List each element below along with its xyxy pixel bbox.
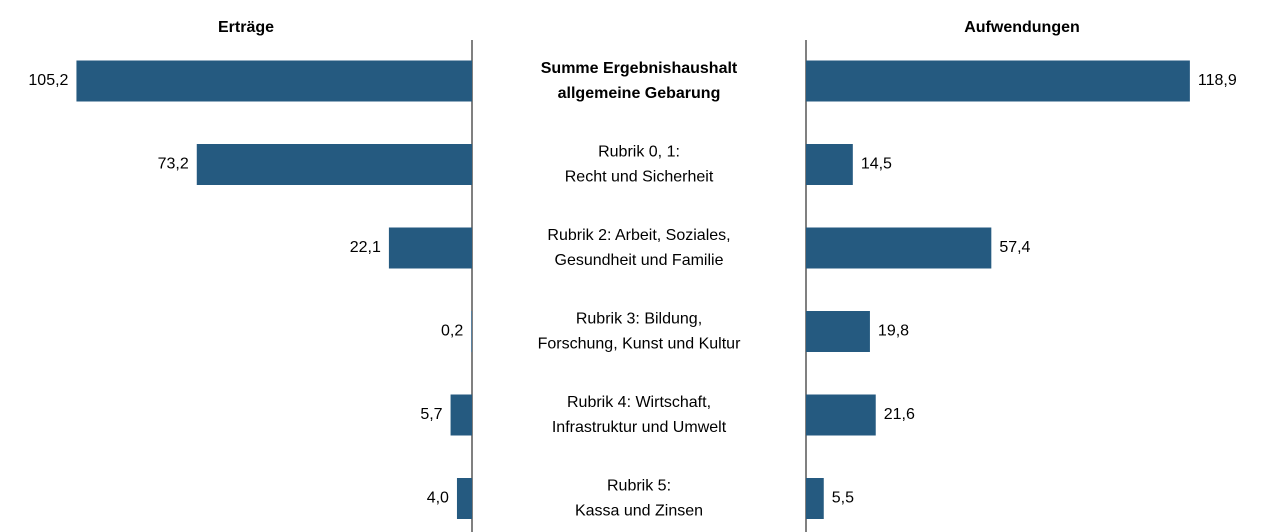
value-label: 5,7: [420, 406, 442, 423]
category-label: Recht und Sicherheit: [565, 169, 714, 186]
bar: [456, 478, 472, 519]
value-label: 22,1: [350, 239, 381, 256]
category-label: Infrastruktur und Umwelt: [552, 419, 727, 436]
bar: [471, 311, 472, 352]
category-label: Forschung, Kunst und Kultur: [538, 336, 741, 353]
bar: [806, 144, 853, 185]
value-label: 4,0: [427, 490, 449, 507]
bar: [806, 394, 876, 436]
value-label: 19,8: [878, 323, 909, 340]
category-label: Kassa und Zinsen: [575, 503, 703, 520]
bar: [388, 227, 472, 269]
bar: [806, 227, 992, 269]
category-label: Rubrik 5:: [607, 478, 671, 495]
value-label: 57,4: [999, 239, 1030, 256]
value-label: 0,2: [441, 323, 463, 340]
bar: [806, 311, 870, 352]
category-label: allgemeine Gebarung: [558, 85, 721, 102]
value-label: 73,2: [158, 156, 189, 173]
category-label: Summe Ergebnishaushalt: [541, 60, 738, 77]
category-label: Rubrik 3: Bildung,: [576, 311, 702, 328]
category-label: Rubrik 0, 1:: [598, 144, 680, 161]
right-title: Aufwendungen: [964, 19, 1080, 36]
bar: [450, 394, 472, 436]
value-label: 5,5: [832, 490, 854, 507]
bar: [76, 60, 472, 102]
left-title: Erträge: [218, 19, 274, 36]
bar: [806, 60, 1190, 102]
bar: [196, 144, 472, 185]
value-label: 21,6: [884, 406, 915, 423]
category-label: Rubrik 4: Wirtschaft,: [567, 394, 711, 411]
value-label: 105,2: [28, 72, 68, 89]
value-label: 118,9: [1198, 72, 1237, 89]
category-label: Gesundheit und Familie: [555, 252, 724, 269]
bar: [806, 478, 824, 519]
category-label: Rubrik 2: Arbeit, Soziales,: [547, 227, 730, 244]
value-label: 14,5: [861, 156, 892, 173]
